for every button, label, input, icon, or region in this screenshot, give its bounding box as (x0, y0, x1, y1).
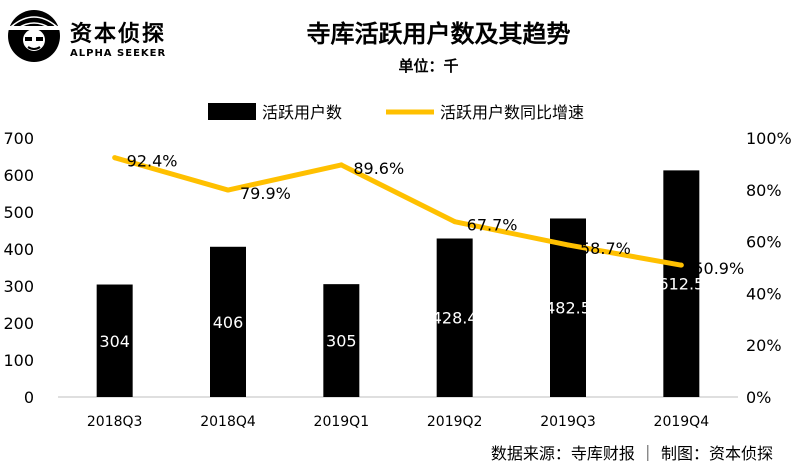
x-tick-label: 2019Q4 (654, 414, 710, 430)
y-right-tick-label: 80% (746, 181, 782, 200)
x-tick-label: 2019Q1 (314, 414, 370, 430)
bar-value-label: 428.4 (432, 309, 478, 328)
x-tick-label: 2019Q2 (427, 414, 483, 430)
y-left-tick-label: 0 (24, 388, 34, 407)
bar-value-label: 406 (213, 313, 244, 332)
legend-label-line: 活跃用户数同比增速 (440, 103, 584, 122)
y-left-tick-label: 600 (3, 166, 34, 185)
bar-value-label: 305 (326, 332, 357, 351)
bar-value-label: 482.5 (545, 299, 591, 318)
line-point (565, 242, 571, 248)
line-value-label: 58.7% (580, 239, 631, 258)
bar (436, 238, 473, 397)
line-point (338, 162, 344, 168)
growth-line (113, 155, 682, 268)
y-right-tick-label: 0% (746, 388, 771, 407)
bar (96, 284, 133, 397)
line-value-label: 79.9% (240, 184, 291, 203)
y-right-tick-label: 100% (746, 129, 792, 148)
bar (323, 284, 360, 397)
legend: 活跃用户数 活跃用户数同比增速 (208, 103, 584, 122)
source-note: 数据来源：寺库财报 ｜ 制图：资本侦探 (490, 444, 773, 463)
brand-logo: 资本侦探 ALPHA SEEKER (4, 4, 194, 64)
x-tick-label: 2018Q3 (87, 414, 143, 430)
y-left-tick-label: 300 (3, 277, 34, 296)
detective-icon (8, 10, 60, 62)
line-value-label: 89.6% (353, 159, 404, 178)
bar (210, 246, 246, 397)
bar (663, 170, 700, 397)
bar-value-label: 612.5 (658, 275, 704, 294)
line-value-label: 67.7% (467, 216, 518, 235)
line-point (452, 219, 458, 225)
bar-value-label: 304 (99, 332, 130, 351)
legend-label-bar: 活跃用户数 (262, 103, 342, 122)
y-left-tick-label: 200 (3, 314, 34, 333)
y-left-tick-label: 400 (3, 240, 34, 259)
legend-swatch-bar (208, 103, 256, 120)
x-tick-label: 2019Q3 (540, 414, 596, 430)
page-title: 寺库活跃用户数及其趋势 (306, 20, 571, 48)
brand-tagline: ALPHA SEEKER (70, 48, 167, 59)
line-point (112, 155, 118, 161)
y-left-tick-label: 100 (3, 351, 34, 370)
line-value-label: 50.9% (693, 259, 744, 278)
x-tick-label: 2018Q4 (200, 414, 256, 430)
y-right-tick-label: 60% (746, 233, 782, 252)
y-right-tick-label: 20% (746, 336, 782, 355)
brand-name: 资本侦探 (70, 22, 167, 47)
y-left-tick-label: 700 (3, 129, 34, 148)
y-left-tick-label: 500 (3, 203, 34, 222)
unit-label: 单位：千 (398, 57, 459, 75)
line-value-label: 92.4% (127, 152, 178, 171)
y-right-tick-label: 40% (746, 284, 782, 303)
line-point (678, 262, 684, 268)
line-point (225, 187, 231, 193)
